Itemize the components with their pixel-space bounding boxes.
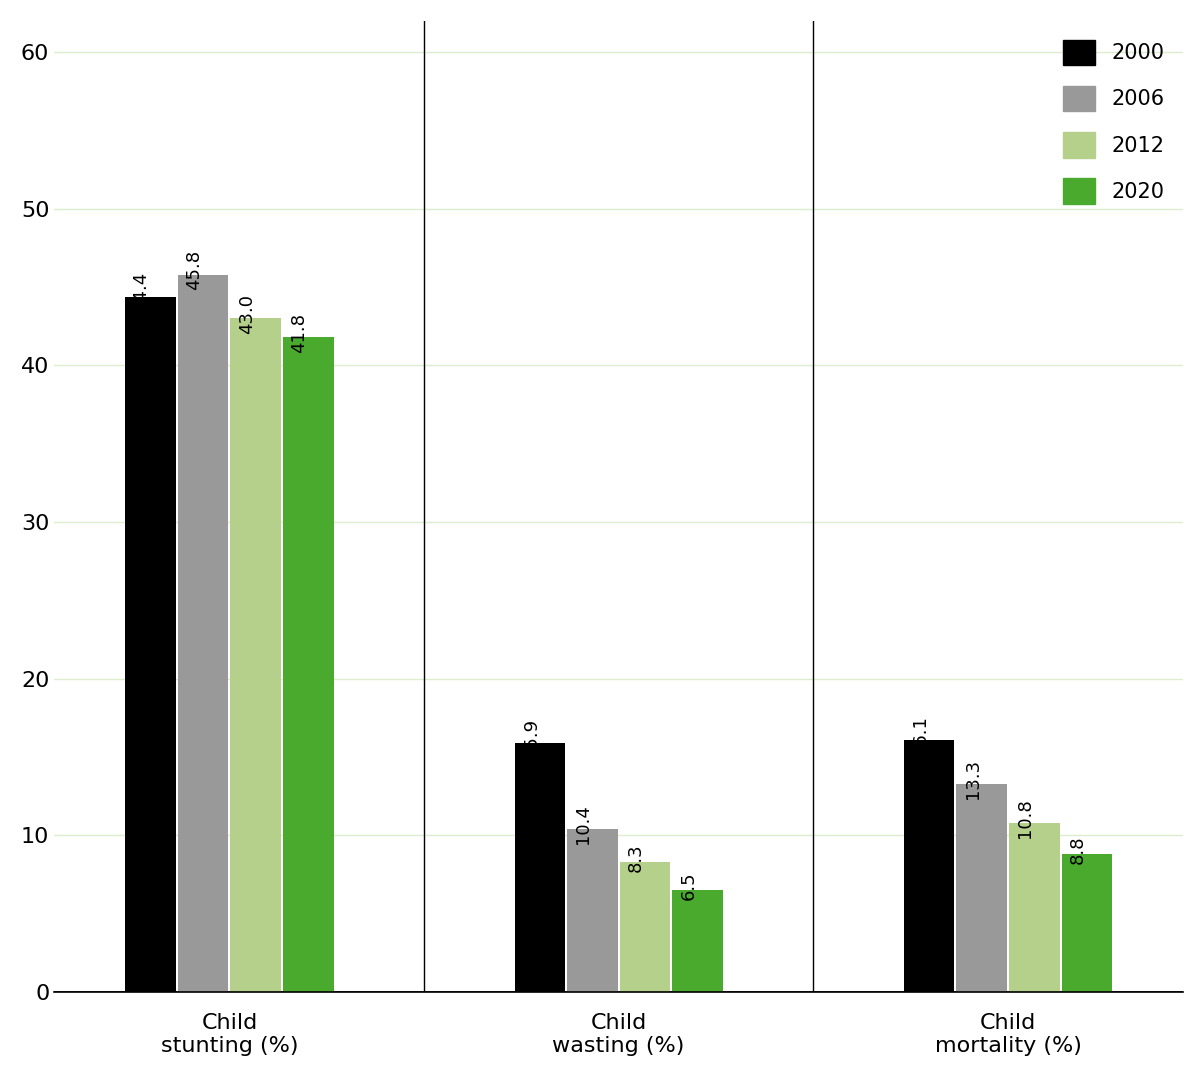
Bar: [672, 891, 722, 992]
Bar: [1009, 823, 1060, 992]
Bar: [620, 862, 671, 992]
Text: 8.3: 8.3: [627, 843, 645, 871]
Legend: 2000, 2006, 2012, 2020: 2000, 2006, 2012, 2020: [1055, 31, 1173, 212]
Text: 10.4: 10.4: [574, 805, 592, 844]
Bar: [567, 829, 618, 992]
Text: 43.0: 43.0: [237, 294, 255, 334]
Bar: [283, 337, 334, 992]
Bar: [514, 743, 565, 992]
Text: 44.4: 44.4: [132, 271, 150, 312]
Text: 16.1: 16.1: [911, 715, 929, 755]
Text: 6.5: 6.5: [679, 871, 697, 900]
Text: 45.8: 45.8: [185, 250, 203, 290]
Bar: [1062, 854, 1112, 992]
Text: 13.3: 13.3: [963, 759, 981, 799]
Text: 8.8: 8.8: [1069, 836, 1087, 864]
Bar: [230, 319, 281, 992]
Bar: [956, 784, 1007, 992]
Text: 41.8: 41.8: [290, 312, 308, 352]
Bar: [178, 275, 229, 992]
Bar: [904, 740, 955, 992]
Text: 15.9: 15.9: [521, 718, 539, 758]
Bar: [125, 296, 176, 992]
Text: 10.8: 10.8: [1016, 798, 1034, 838]
